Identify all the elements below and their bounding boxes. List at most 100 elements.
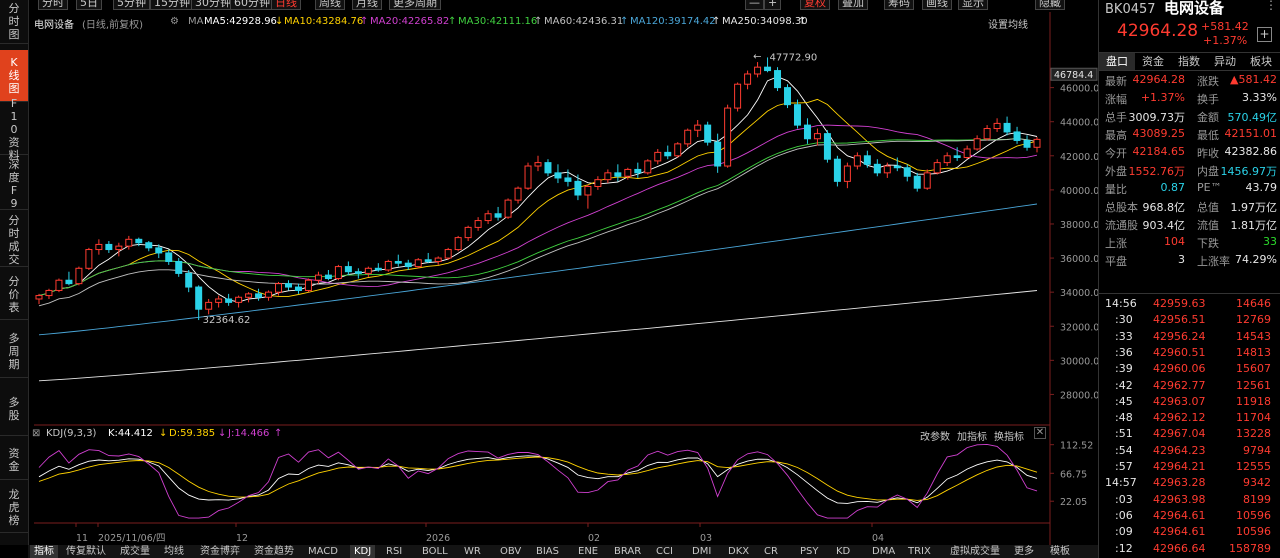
close-icon[interactable]: ✕ [1034, 427, 1046, 439]
indicator-tab-9[interactable]: BOLL [422, 546, 448, 557]
indicator-tab-7[interactable]: KDJ [350, 545, 376, 558]
candle [724, 104, 732, 168]
period-button-0[interactable]: 分时 [38, 0, 68, 10]
indicator-tab-19[interactable]: PSY [800, 546, 819, 557]
draw-button[interactable]: 画线 [922, 0, 952, 10]
kdj-add-button[interactable]: 加指标 [957, 432, 987, 443]
left-tab-label: F10资料 [8, 97, 20, 162]
left-tab-4[interactable]: 分时成交 [0, 213, 28, 267]
indicator-tab-1[interactable]: 传复默认 [66, 546, 106, 557]
quote-tab-4[interactable]: 板块 [1250, 55, 1272, 68]
period-button-8[interactable]: 月线 [352, 0, 382, 10]
gear-icon[interactable]: ⚙ [170, 16, 179, 27]
tick-price: 42959.63 [1153, 297, 1206, 310]
period-button-2[interactable]: 5分钟 [113, 0, 150, 10]
left-tab-5[interactable]: 分价表 [0, 270, 28, 320]
indicator-tab-14[interactable]: BRAR [614, 546, 642, 557]
left-tab-2[interactable]: F10资料 [0, 97, 28, 162]
indicator-tab-2[interactable]: 成交量 [120, 546, 150, 557]
candle [265, 290, 273, 301]
ma-settings-link[interactable]: 设置均线 [988, 20, 1028, 31]
quote-stat-row: 涨幅 +1.37% 换手 3.33% [1105, 91, 1277, 108]
indicator-tab-0[interactable]: 指标 [30, 545, 58, 558]
tick-row: :06 42964.61 10596 [1105, 509, 1277, 525]
left-tab-3[interactable]: 深度F9 [0, 158, 28, 210]
left-tab-8[interactable]: 资金 [0, 440, 28, 480]
menu-icon[interactable]: ⋮ [1265, 0, 1277, 12]
indicator-tab-13[interactable]: ENE [578, 546, 599, 557]
display-button[interactable]: 显示 [958, 0, 988, 10]
indicator-tab-22[interactable]: TRIX [908, 546, 931, 557]
indicator-tab-4[interactable]: 资金博弈 [200, 546, 240, 557]
overlay-button[interactable]: 叠加 [838, 0, 868, 10]
indicator-tab-23[interactable]: 虚拟成交量 [950, 546, 1000, 557]
candle [534, 155, 542, 172]
left-tab-7[interactable]: 多股 [0, 382, 28, 436]
ma20-value: MA20:42265.82 [370, 16, 450, 27]
candle [833, 155, 841, 187]
zoom-out-button[interactable]: — [745, 0, 764, 10]
quote-tab-0[interactable]: 盘口 [1099, 53, 1135, 70]
hide-button[interactable]: 隐藏 [1035, 0, 1065, 10]
scroll-left-icon[interactable]: ⊠ [32, 428, 41, 439]
candle [764, 57, 772, 73]
indicator-tab-25[interactable]: 模板 [1050, 546, 1070, 557]
quote-stats: 最新 42964.28 涨跌 ▲581.42 涨幅 +1.37% 换手 3.33% 总手 3009… [1099, 73, 1280, 293]
kdj-params-button[interactable]: 改参数 [920, 432, 950, 443]
ma10-value: MA10:43284.76 [284, 16, 364, 27]
zoom-in-button[interactable]: + [764, 0, 782, 10]
date-tick: 12 [236, 533, 248, 544]
candle [913, 172, 921, 192]
left-tab-label: 分时图 [8, 2, 20, 41]
indicator-tab-5[interactable]: 资金趋势 [254, 546, 294, 557]
candle [544, 159, 552, 177]
indicator-tab-24[interactable]: 更多 [1014, 546, 1034, 557]
indicator-tab-3[interactable]: 均线 [164, 546, 184, 557]
indicator-tab-15[interactable]: CCI [656, 546, 673, 557]
indicator-tab-12[interactable]: BIAS [536, 546, 559, 557]
period-button-7[interactable]: 周线 [315, 0, 345, 10]
left-tab-0[interactable]: 分时图 [0, 0, 28, 44]
candle [644, 159, 652, 175]
tick-price: 42960.51 [1153, 345, 1206, 359]
candle [684, 128, 692, 148]
indicator-tab-10[interactable]: WR [464, 546, 481, 557]
indicator-tab-18[interactable]: CR [764, 546, 778, 557]
rights-button[interactable]: 复权 [800, 0, 830, 10]
kdj-panel: 112.52 66.75 22.05 [34, 441, 1093, 524]
indicator-tab-17[interactable]: DKX [728, 546, 750, 557]
candle [524, 162, 532, 190]
candle [823, 130, 831, 163]
indicator-tab-20[interactable]: KD [836, 546, 851, 557]
tick-time: :57 [1115, 460, 1133, 473]
quote-tab-2[interactable]: 指数 [1178, 55, 1200, 68]
add-watchlist-button[interactable]: + [1257, 27, 1272, 42]
quote-tab-3[interactable]: 异动 [1214, 55, 1236, 68]
quote-tab-1[interactable]: 资金 [1142, 55, 1164, 68]
indicator-tab-16[interactable]: DMI [692, 546, 712, 557]
stat-label: PE™ [1197, 181, 1222, 194]
kdj-j: J:14.466 [228, 428, 270, 439]
left-tab-1[interactable]: K线图 [0, 50, 28, 102]
left-tab-9[interactable]: 龙虎榜 [0, 483, 28, 533]
period-button-1[interactable]: 5日 [76, 0, 102, 10]
quote-name: 电网设备 [1163, 0, 1224, 17]
kdj-switch-button[interactable]: 换指标 [994, 432, 1024, 443]
indicator-tab-21[interactable]: DMA [872, 546, 896, 557]
ma120-arrow-icon: ↑ [712, 16, 721, 27]
tick-volume: 13228 [1236, 427, 1271, 441]
indicator-tab-8[interactable]: RSI [386, 546, 403, 557]
stat-value: ▲581.42 [1230, 73, 1277, 86]
candle [474, 217, 482, 231]
indicator-tab-6[interactable]: MACD [308, 546, 338, 557]
period-button-6[interactable]: 日线 [271, 0, 301, 10]
quote-stat-row: 量比 0.87 PE™ 43.79 [1105, 181, 1277, 198]
candles [35, 57, 1041, 321]
price-tick: 40000.0 [1060, 186, 1098, 197]
candle [883, 162, 891, 178]
left-tab-label: 资金 [8, 446, 20, 473]
left-tab-6[interactable]: 多周期 [0, 326, 28, 378]
indicator-tab-11[interactable]: OBV [500, 546, 522, 557]
period-button-9[interactable]: 更多周期 [389, 0, 441, 10]
chips-button[interactable]: 筹码 [884, 0, 914, 10]
